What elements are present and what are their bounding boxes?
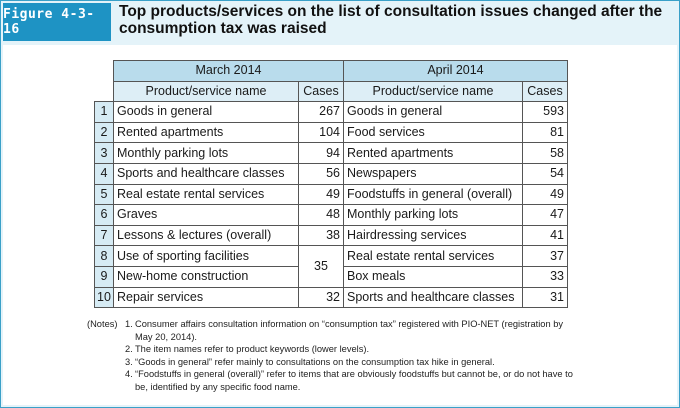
corner-cell bbox=[95, 81, 114, 102]
april-cases-cell: 31 bbox=[522, 286, 568, 309]
note-text: The item names refer to product keywords… bbox=[135, 344, 370, 355]
table-row: 1 Goods in general 267 Goods in general … bbox=[94, 101, 568, 123]
note-number: 4. bbox=[125, 369, 133, 380]
april-product-cell: Hairdressing services bbox=[343, 224, 523, 247]
march-cases-cell: 32 bbox=[298, 286, 344, 309]
corner-cell bbox=[95, 61, 114, 82]
march-product-cell: New-home construction bbox=[113, 265, 299, 288]
rank-cell: 9 bbox=[94, 265, 114, 288]
march-product-cell: Graves bbox=[113, 204, 299, 226]
table-row: 5 Real estate rental services 49 Foodstu… bbox=[94, 183, 568, 206]
march-group-header: March 2014 bbox=[113, 60, 344, 82]
april-product-cell: Monthly parking lots bbox=[343, 204, 523, 226]
rank-cell: 4 bbox=[94, 162, 114, 185]
march-cases-cell: 94 bbox=[298, 142, 344, 164]
table-row: 7 Lessons & lectures (overall) 38 Hairdr… bbox=[94, 224, 568, 247]
rank-cell: 1 bbox=[94, 101, 114, 123]
note-text: “Goods in general” refer mainly to consu… bbox=[135, 356, 495, 367]
march-cases-cell: 267 bbox=[298, 101, 344, 123]
april-cases-cell: 47 bbox=[522, 204, 568, 226]
figure-label: Figure 4-3-16 bbox=[3, 3, 111, 41]
march-product-cell: Use of sporting facilities bbox=[113, 245, 299, 267]
march-cases-header: Cases bbox=[298, 80, 344, 103]
note-number: 3. bbox=[125, 356, 133, 367]
april-product-cell: Goods in general bbox=[343, 101, 523, 123]
table-row: 3 Monthly parking lots 94 Rented apartme… bbox=[94, 142, 568, 164]
note-text: “Foodstuffs in general (overall)” refer … bbox=[135, 369, 573, 392]
april-group-header: April 2014 bbox=[343, 60, 568, 82]
note-number: 2. bbox=[125, 344, 133, 355]
rank-cell: 8 bbox=[94, 245, 114, 267]
april-product-header: Product/service name bbox=[343, 80, 523, 103]
april-cases-cell: 41 bbox=[522, 224, 568, 247]
april-product-cell: Food services bbox=[343, 121, 523, 144]
april-cases-cell: 58 bbox=[522, 142, 568, 164]
april-cases-cell: 54 bbox=[522, 162, 568, 185]
april-product-cell: Real estate rental services bbox=[343, 245, 523, 267]
rank-cell: 7 bbox=[94, 224, 114, 247]
march-cases-cell: 49 bbox=[298, 183, 344, 206]
table-row: 2 Rented apartments 104 Food services 81 bbox=[94, 121, 568, 144]
april-product-cell: Newspapers bbox=[343, 162, 523, 185]
march-product-header: Product/service name bbox=[113, 80, 299, 103]
rank-cell: 2 bbox=[94, 121, 114, 144]
table-row: 6 Graves 48 Monthly parking lots 47 bbox=[94, 204, 568, 226]
april-cases-cell: 37 bbox=[522, 245, 568, 267]
march-cases-cell: 48 bbox=[298, 204, 344, 226]
column-header-row: Product/service name Cases Product/servi… bbox=[95, 80, 568, 103]
april-cases-cell: 49 bbox=[522, 183, 568, 206]
note-item: (Notes) 1. Consumer affairs consultation… bbox=[87, 318, 575, 343]
april-product-cell: Rented apartments bbox=[343, 142, 523, 164]
april-cases-cell: 593 bbox=[522, 101, 568, 123]
group-header-row: March 2014 April 2014 bbox=[95, 60, 568, 82]
march-product-cell: Goods in general bbox=[113, 101, 299, 123]
april-product-cell: Sports and healthcare classes bbox=[343, 286, 523, 309]
march-product-cell: Lessons & lectures (overall) bbox=[113, 224, 299, 247]
table-row: 10 Repair services 32 Sports and healthc… bbox=[94, 286, 568, 309]
note-item: 2. The item names refer to product keywo… bbox=[87, 343, 575, 356]
table-row: 8 Use of sporting facilities 35 Real est… bbox=[94, 245, 568, 288]
april-product-cell: Foodstuffs in general (overall) bbox=[343, 183, 523, 206]
table-row: 4 Sports and healthcare classes 56 Newsp… bbox=[94, 162, 568, 185]
april-cases-cell: 81 bbox=[522, 121, 568, 144]
note-number: 1. bbox=[125, 319, 133, 329]
march-cases-cell: 56 bbox=[298, 162, 344, 185]
note-text: Consumer affairs consultation informatio… bbox=[135, 319, 564, 342]
notes-block: (Notes) 1. Consumer affairs consultation… bbox=[87, 318, 575, 394]
note-item: 3. “Goods in general” refer mainly to co… bbox=[87, 356, 575, 369]
rank-cell: 10 bbox=[94, 286, 114, 309]
figure-title: Top products/services on the list of con… bbox=[119, 3, 663, 37]
april-product-cell: Box meals bbox=[343, 265, 523, 288]
table-row: 9 New-home construction Box meals 33 bbox=[94, 265, 568, 288]
consultation-table: March 2014 April 2014 Product/service na… bbox=[94, 60, 568, 309]
march-cases-cell: 104 bbox=[298, 121, 344, 144]
march-product-cell: Rented apartments bbox=[113, 121, 299, 144]
march-cases-cell: 38 bbox=[298, 224, 344, 247]
april-cases-cell: 33 bbox=[522, 265, 568, 288]
march-product-cell: Repair services bbox=[113, 286, 299, 309]
rank-cell: 6 bbox=[94, 204, 114, 226]
march-product-cell: Sports and healthcare classes bbox=[113, 162, 299, 185]
march-cases-cell: 35 bbox=[298, 245, 344, 288]
rank-cell: 5 bbox=[94, 183, 114, 206]
rank-cell: 3 bbox=[94, 142, 114, 164]
march-product-cell: Real estate rental services bbox=[113, 183, 299, 206]
april-cases-header: Cases bbox=[522, 80, 568, 103]
figure-content: March 2014 April 2014 Product/service na… bbox=[3, 45, 677, 405]
notes-label: (Notes) bbox=[87, 319, 118, 329]
march-product-cell: Monthly parking lots bbox=[113, 142, 299, 164]
note-item: 4. “Foodstuffs in general (overall)” ref… bbox=[87, 368, 575, 393]
